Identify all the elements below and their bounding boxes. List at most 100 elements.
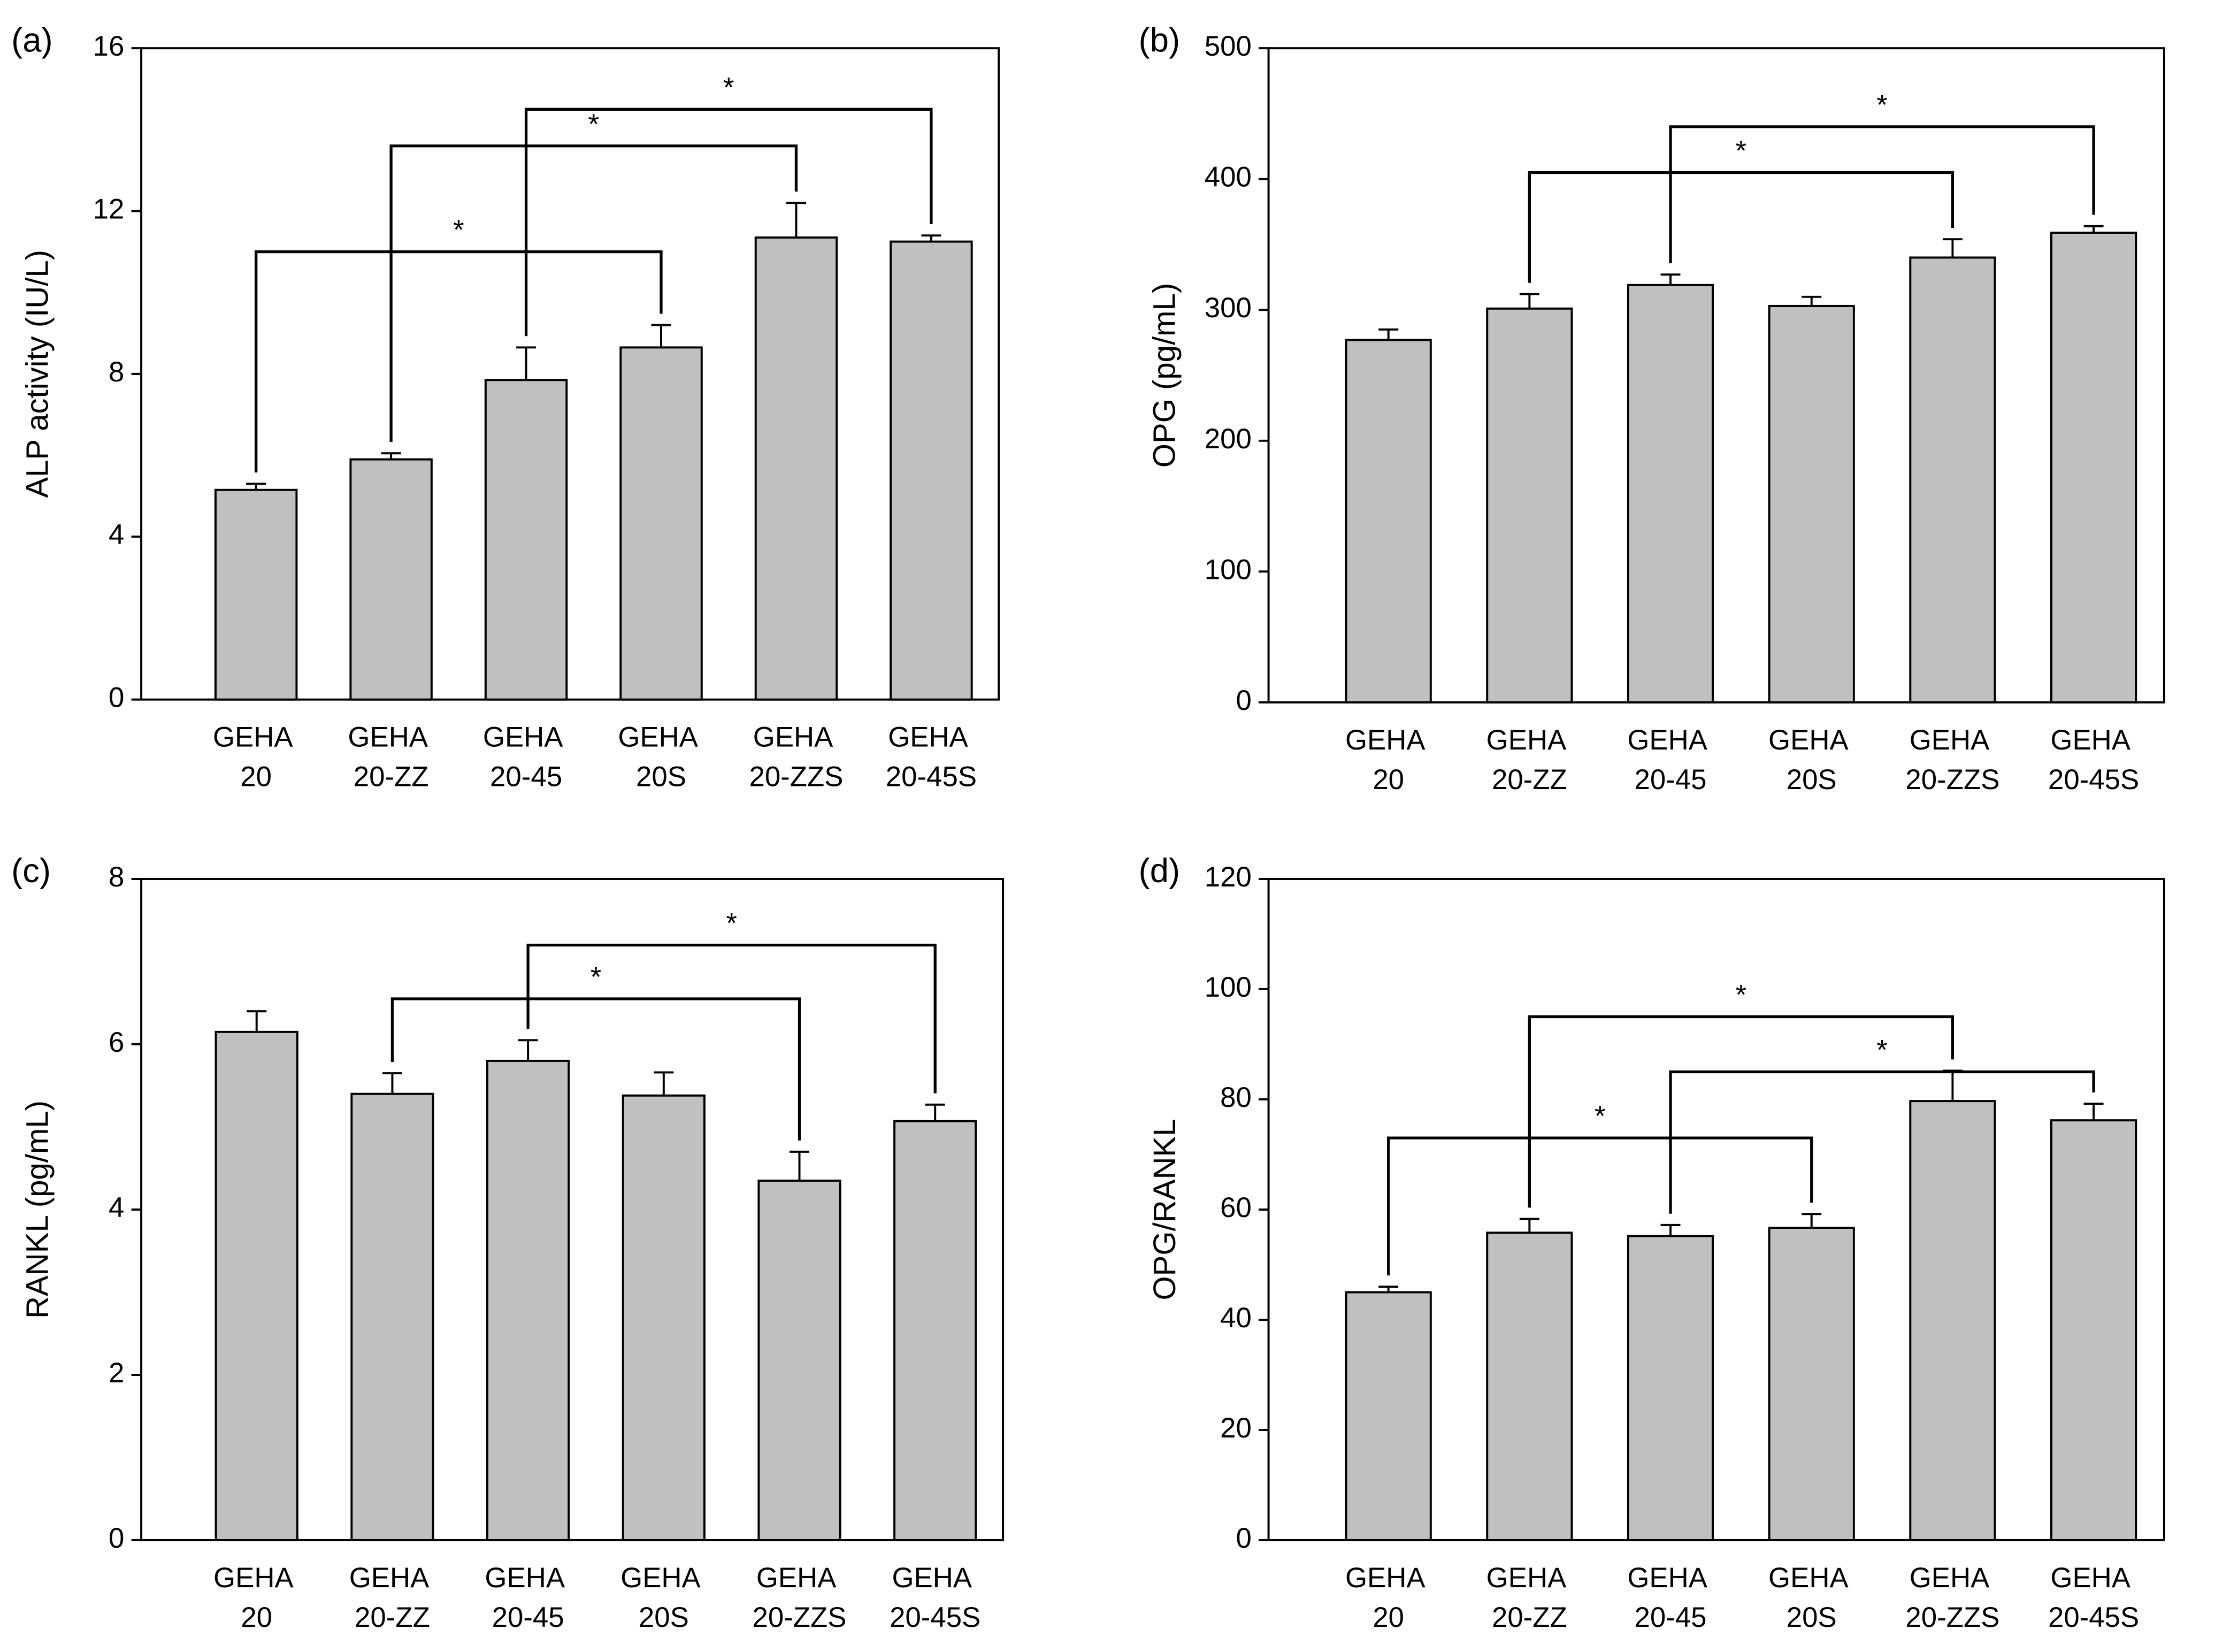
panel-label: (c): [11, 852, 51, 890]
significance-label: *: [588, 109, 600, 140]
panel-label: (b): [1139, 21, 1180, 59]
y-axis-title: OPG/RANKL: [1147, 1119, 1182, 1301]
y-tick-label: 200: [1205, 423, 1252, 455]
bar: [214, 488, 298, 701]
x-tick-label: GEHA 20: [213, 1562, 300, 1633]
chart-panel: 0 100 200 300 400 500 (b) OPG (pg/mL) GEHA 20 GEH…: [1139, 21, 2165, 796]
error-bar: [1519, 1218, 1539, 1233]
x-tick-label: GEHA 20-ZZS: [753, 1562, 847, 1633]
x-tick-label: GEHA 20-45S: [2048, 1562, 2139, 1633]
significance-bracket: [524, 108, 933, 336]
y-tick-label: 100: [1205, 972, 1252, 1003]
error-bar: [518, 1039, 538, 1061]
bar: [1909, 1100, 1996, 1541]
error-bar: [1802, 295, 1822, 306]
error-bar: [1942, 1069, 1963, 1102]
chart-panel: 0 2 4 6 8 (c) RANKL (pg/mL) GEHA 20 GEHA 20-ZZ GE…: [11, 852, 1005, 1633]
significance-bracket: [526, 943, 937, 1093]
error-bar: [651, 324, 671, 348]
y-tick-label: 0: [109, 682, 124, 714]
significance-bracket: [255, 250, 663, 473]
significance-label: *: [591, 961, 602, 993]
y-tick-label: 4: [109, 1192, 124, 1223]
chart-panel: 0 4 8 12 16 (a) ALP activity (IU/L) GEHA 20 GEHA…: [11, 21, 1000, 793]
y-tick-label: 120: [1205, 861, 1252, 893]
plot-frame: [1267, 47, 2165, 703]
error-bar: [1378, 1286, 1399, 1292]
y-tick-label: 20: [1220, 1412, 1252, 1444]
significance-label: *: [1876, 89, 1888, 121]
bar: [1768, 304, 1855, 703]
y-tick-label: 60: [1220, 1192, 1252, 1223]
error-bar: [654, 1071, 674, 1096]
bar: [1486, 307, 1573, 703]
significance-label: *: [1595, 1100, 1606, 1132]
error-bar: [2083, 225, 2104, 233]
significance-label: *: [726, 908, 737, 939]
significance-bracket: [1387, 1136, 1813, 1276]
significance-bracket: [390, 997, 801, 1141]
y-tick-label: 2: [109, 1357, 124, 1389]
error-bar: [247, 1010, 267, 1032]
bar: [619, 346, 703, 701]
x-tick-label: GEHA 20-45S: [886, 722, 977, 793]
bar: [1909, 256, 1996, 703]
significance-bracket: [1669, 1070, 2095, 1214]
error-bar: [921, 234, 941, 242]
significance-label: *: [723, 72, 734, 103]
bar: [1627, 284, 1714, 703]
x-tick-label: GEHA 20-45S: [890, 1562, 980, 1633]
bar: [1345, 1291, 1432, 1541]
y-tick-label: 0: [1236, 685, 1252, 716]
bar: [214, 1030, 298, 1541]
x-tick-label: GEHA 20S: [618, 722, 704, 793]
bar: [1627, 1235, 1714, 1541]
significance-label: *: [1876, 1035, 1888, 1066]
x-tick-label: GEHA 20-ZZ: [349, 1562, 435, 1633]
significance-bracket: [1528, 1015, 1955, 1208]
y-tick-label: 0: [109, 1523, 124, 1554]
x-tick-label: GEHA 20S: [620, 1562, 707, 1633]
y-tick-label: 16: [93, 30, 125, 62]
error-bar: [925, 1103, 945, 1121]
y-tick-label: 300: [1205, 292, 1252, 324]
panel-label: (a): [11, 21, 52, 59]
y-tick-label: 0: [1236, 1523, 1252, 1554]
y-tick-label: 12: [93, 193, 125, 225]
x-tick-label: GEHA 20: [1345, 724, 1431, 796]
x-tick-label: GEHA 20: [1345, 1562, 1431, 1633]
significance-label: *: [1736, 135, 1747, 166]
y-tick-label: 400: [1205, 162, 1252, 193]
y-tick-label: 40: [1220, 1302, 1252, 1334]
error-bar: [1519, 293, 1539, 309]
x-tick-label: GEHA 20-ZZ: [1486, 724, 1573, 796]
error-bar: [246, 483, 266, 490]
bar: [757, 1179, 841, 1541]
y-axis-title: RANKL (pg/mL): [20, 1100, 55, 1319]
panel-label: (d): [1139, 852, 1180, 890]
y-tick-label: 500: [1205, 30, 1252, 62]
bar: [893, 1120, 977, 1541]
x-tick-label: GEHA 20: [213, 722, 299, 793]
error-bar: [1378, 328, 1399, 340]
x-tick-label: GEHA 20S: [1768, 724, 1854, 796]
bar: [1345, 339, 1432, 703]
significance-label: *: [453, 215, 464, 246]
bar: [2050, 231, 2137, 703]
y-tick-label: 80: [1220, 1082, 1252, 1113]
bar: [486, 1059, 570, 1541]
bar: [1486, 1232, 1573, 1541]
error-bar: [1802, 1213, 1822, 1228]
x-tick-label: GEHA 20-45: [1627, 1562, 1713, 1633]
x-tick-label: GEHA 20-ZZ: [1486, 1562, 1573, 1633]
x-tick-label: GEHA 20-45S: [2048, 724, 2139, 796]
bar: [890, 240, 973, 701]
x-tick-label: GEHA 20S: [1768, 1562, 1854, 1633]
y-tick-label: 8: [109, 861, 124, 893]
x-tick-label: GEHA 20-ZZS: [749, 722, 843, 793]
x-tick-label: GEHA 20-ZZS: [1905, 1562, 1999, 1633]
significance-label: *: [1736, 980, 1747, 1011]
error-bar: [1942, 238, 1963, 258]
bar: [350, 1092, 434, 1541]
